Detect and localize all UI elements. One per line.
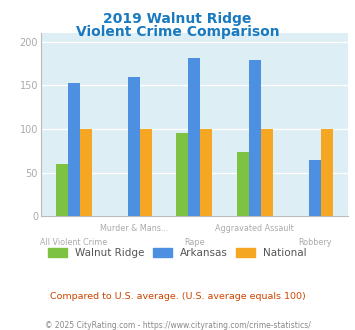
Text: Rape: Rape (184, 238, 204, 247)
Bar (176, 133, 189, 216)
Bar (200, 129, 212, 216)
Text: © 2025 CityRating.com - https://www.cityrating.com/crime-statistics/: © 2025 CityRating.com - https://www.city… (45, 321, 310, 330)
Bar (80, 129, 92, 216)
Text: Violent Crime Comparison: Violent Crime Comparison (76, 25, 279, 39)
Text: Aggravated Assault: Aggravated Assault (215, 224, 294, 233)
Bar (128, 77, 140, 216)
Bar (189, 58, 200, 216)
Legend: Walnut Ridge, Arkansas, National: Walnut Ridge, Arkansas, National (44, 244, 311, 262)
Text: Robbery: Robbery (298, 238, 332, 247)
Text: Compared to U.S. average. (U.S. average equals 100): Compared to U.S. average. (U.S. average … (50, 292, 305, 301)
Bar (68, 83, 80, 216)
Text: 2019 Walnut Ridge: 2019 Walnut Ridge (103, 12, 252, 25)
Bar (140, 129, 152, 216)
Bar (309, 160, 321, 216)
Bar (321, 129, 333, 216)
Bar (248, 60, 261, 216)
Text: Murder & Mans...: Murder & Mans... (100, 224, 168, 233)
Bar (261, 129, 273, 216)
Bar (56, 164, 68, 216)
Text: All Violent Crime: All Violent Crime (40, 238, 108, 247)
Bar (236, 152, 248, 216)
